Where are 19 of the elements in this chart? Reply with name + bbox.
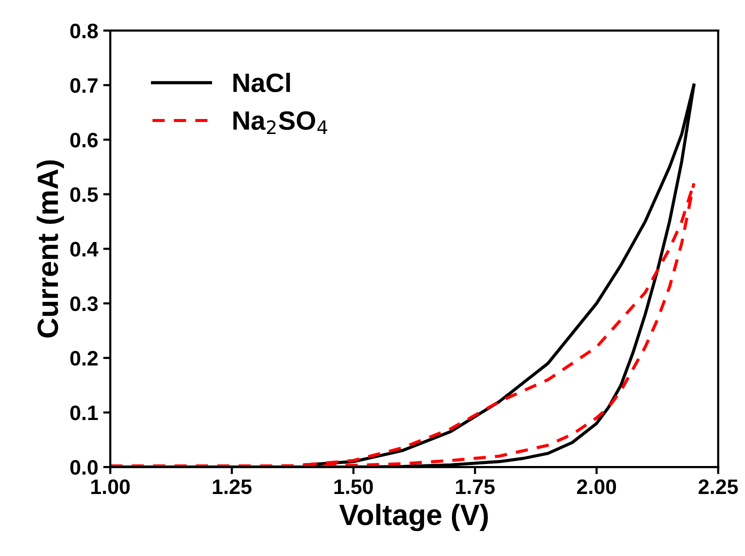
y-tick-label: 0.1 [70,405,98,420]
y-tick-label: 0.8 [70,24,98,38]
x-tick-label: 2.00 [577,479,616,494]
y-tick-label: 0.4 [70,242,98,257]
x-axis-title: Voltage (V) [339,504,488,532]
y-tick-label: 0.0 [70,460,98,475]
y-tick-label: 0.5 [70,187,98,202]
x-tick-label: 2.25 [698,479,738,494]
y-tick-label: 0.2 [70,350,98,366]
legend-label: NaCl [233,72,290,92]
x-tick-label: 1.00 [91,479,130,494]
y-tick-label: 0.6 [70,132,98,148]
x-tick-label: 1.75 [456,480,495,494]
x-tick-label: 1.50 [334,479,373,494]
legend-label: Na$_{2}$SO$_{4}$ [233,111,328,134]
y-axis-title: Current (mA) [36,160,64,338]
x-tick-label: 1.25 [212,479,252,494]
y-tick-label: 0.3 [70,296,98,312]
y-tick-label: 0.7 [70,78,98,93]
